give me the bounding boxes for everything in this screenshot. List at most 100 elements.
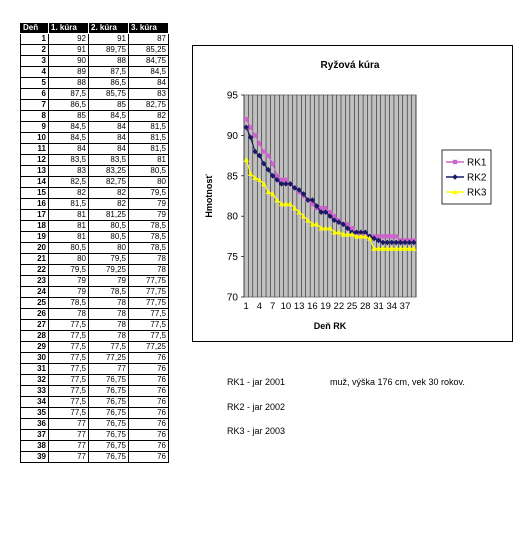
data-point-rk1: [266, 153, 271, 158]
weight-cell: 80,5: [48, 242, 89, 254]
weight-cell: 79,25: [88, 264, 129, 276]
data-point-rk3: [336, 229, 342, 235]
x-tick-label: 22: [334, 301, 345, 312]
data-point-rk2: [340, 221, 347, 228]
legend-label-rk1: RK1: [467, 158, 487, 169]
y-tick-label: 90: [227, 131, 239, 142]
weight-cell: 76: [128, 429, 169, 441]
data-point-rk2: [313, 203, 320, 209]
table-row: 24 79 78,5 77,75: [20, 286, 169, 298]
weight-cell: 82: [88, 187, 129, 199]
weight-cell: 81,5: [128, 121, 169, 133]
day-cell: 31: [20, 363, 49, 375]
day-cell: 9: [20, 121, 49, 133]
weight-cell: 89: [48, 66, 89, 78]
weight-cell: 77,25: [128, 341, 169, 353]
weight-cell: 87,5: [88, 66, 129, 78]
weight-cell: 80: [48, 253, 89, 265]
data-point-rk3: [322, 225, 329, 231]
weight-cell: 85,75: [88, 88, 129, 100]
weight-cell: 77,5: [48, 374, 89, 386]
day-cell: 15: [20, 187, 49, 199]
day-cell: 6: [20, 88, 49, 100]
day-cell: 10: [20, 132, 49, 144]
data-point-rk1: [257, 141, 262, 146]
data-point-rk3: [269, 191, 276, 197]
legend-label-rk2: RK2: [467, 173, 487, 184]
day-cell: 19: [20, 231, 49, 243]
day-cell: 28: [20, 330, 49, 342]
data-point-rk3: [371, 245, 377, 251]
weight-cell: 77,5: [88, 341, 129, 353]
data-point-rk2: [397, 239, 404, 246]
data-point-rk3: [278, 201, 285, 207]
y-tick-label: 70: [227, 293, 239, 304]
weight-cell: 90: [48, 55, 89, 67]
day-cell: 7: [20, 99, 49, 111]
day-cell: 32: [20, 374, 49, 386]
data-point-rk3: [340, 231, 346, 237]
table-row: 25 78,5 78 77,75: [20, 297, 169, 309]
weight-cell: 82: [88, 198, 129, 210]
weight-cell: 76,75: [88, 374, 129, 386]
day-cell: 29: [20, 341, 49, 353]
data-point-rk3: [265, 189, 271, 195]
table-row: 20 80,5 80 78,5: [20, 242, 169, 254]
data-point-rk3: [252, 175, 258, 181]
day-cell: 23: [20, 275, 49, 287]
weight-cell: 83: [128, 88, 169, 100]
weight-cell: 87,5: [48, 88, 89, 100]
weight-cell: 86,5: [88, 77, 129, 89]
data-point-rk3: [384, 245, 391, 251]
weight-cell: 80,5: [88, 220, 129, 232]
y-tick-label: 95: [227, 91, 239, 102]
data-point-rk3: [353, 233, 360, 239]
day-cell: 5: [20, 77, 49, 89]
x-tick-label: 10: [281, 301, 292, 312]
table-row: 29 77,5 77,5 77,25: [20, 341, 169, 353]
weight-cell: 91: [88, 33, 129, 45]
table-header-cell: 3. kúra: [128, 22, 169, 34]
weight-cell: 77,5: [48, 341, 89, 353]
data-point-rk3: [261, 181, 267, 187]
weight-cell: 83: [48, 165, 89, 177]
weight-cell: 77,25: [88, 352, 129, 364]
day-cell: 37: [20, 429, 49, 441]
weight-cell: 81,5: [48, 198, 89, 210]
weight-cell: 84: [88, 143, 129, 155]
table-row: 6 87,5 85,75 83: [20, 88, 169, 100]
table-row: 9 84,5 84 81,5: [20, 121, 169, 133]
data-point-rk3: [362, 233, 368, 239]
y-tick-label: 75: [227, 252, 239, 263]
weight-cell: 79: [48, 286, 89, 298]
x-tick-label: 34: [386, 301, 397, 312]
legend-marker-rk1: [452, 159, 458, 165]
weight-cell: 86,5: [48, 99, 89, 111]
table-header-row: Deň 1. kúra 2. kúra 3. kúra: [20, 22, 169, 34]
weight-cell: 76: [128, 374, 169, 386]
y-tick-label: 80: [227, 212, 239, 223]
weight-cell: 76: [128, 418, 169, 430]
legend-marker-rk3: [452, 189, 458, 195]
data-point-rk3: [274, 197, 280, 203]
note-rk1: RK1 - jar 2001: [227, 377, 286, 387]
data-point-rk1: [252, 133, 258, 138]
x-axis-label: Deň RK: [314, 321, 347, 331]
table-row: 34 77,5 76,75 76: [20, 396, 169, 408]
weight-cell: 78,5: [128, 231, 169, 243]
data-point-rk1: [279, 177, 284, 183]
weight-cell: 76,75: [88, 385, 129, 397]
weight-cell: 80,5: [128, 165, 169, 177]
weight-cell: 81: [128, 154, 169, 166]
weight-cell: 78,5: [128, 220, 169, 232]
data-point-rk2: [402, 239, 408, 246]
data-point-rk1: [248, 125, 253, 130]
data-point-rk1: [332, 214, 337, 219]
data-point-rk3: [397, 245, 404, 251]
weight-cell: 81,5: [128, 132, 169, 144]
x-tick-label: 31: [373, 301, 384, 312]
data-point-rk3: [300, 213, 307, 219]
data-point-rk1: [385, 234, 390, 239]
day-cell: 25: [20, 297, 49, 309]
weight-cell: 77: [88, 363, 129, 375]
